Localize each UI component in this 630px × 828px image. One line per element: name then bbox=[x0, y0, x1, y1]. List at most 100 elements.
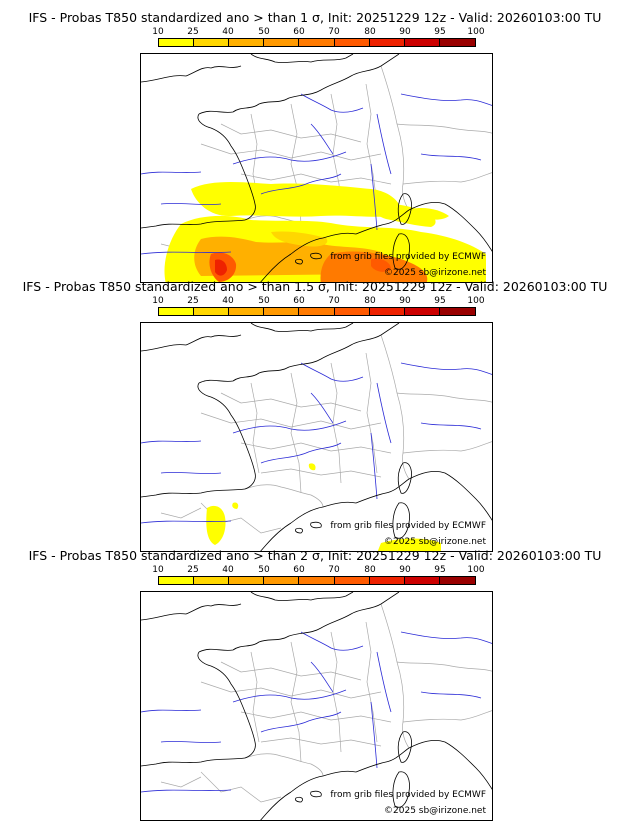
admin-border bbox=[290, 372, 302, 494]
coastline bbox=[197, 651, 256, 759]
colorbar-segment bbox=[439, 308, 475, 315]
map-panel-2: IFS - Probas T850 standardized ano > tha… bbox=[0, 279, 630, 552]
river bbox=[400, 362, 492, 375]
river bbox=[141, 789, 232, 793]
colorbar-segment bbox=[404, 39, 440, 46]
river bbox=[376, 651, 392, 713]
colorbar-segment bbox=[439, 577, 475, 584]
copyright-credit: ©2025 sb@irizone.net bbox=[384, 806, 486, 816]
admin-border bbox=[365, 352, 378, 474]
river bbox=[420, 153, 482, 161]
coastline bbox=[397, 193, 412, 225]
data-source-credit: from grib files provided by ECMWF bbox=[330, 521, 486, 531]
coastline bbox=[197, 113, 256, 221]
admin-border bbox=[250, 651, 260, 743]
colorbar-label: 100 bbox=[467, 565, 485, 575]
admin-border bbox=[160, 507, 202, 519]
coastline bbox=[141, 488, 246, 498]
admin-border bbox=[200, 771, 282, 803]
river bbox=[141, 709, 202, 713]
admin-border bbox=[365, 83, 378, 205]
admin-border bbox=[290, 641, 302, 763]
colorbar-segment bbox=[334, 577, 370, 584]
colorbar-segment bbox=[334, 308, 370, 315]
colorbar-segment bbox=[369, 577, 405, 584]
coastline bbox=[397, 462, 412, 494]
coastline bbox=[392, 233, 410, 270]
river bbox=[400, 93, 492, 106]
river bbox=[141, 171, 202, 175]
admin-border bbox=[200, 681, 382, 699]
colorbar bbox=[158, 307, 476, 316]
river bbox=[141, 520, 232, 524]
river bbox=[370, 163, 378, 231]
colorbar-segment bbox=[229, 39, 265, 46]
coastline bbox=[290, 747, 410, 793]
admin-border bbox=[380, 65, 410, 211]
colorbar-label: 95 bbox=[434, 296, 446, 306]
colorbar-label: 70 bbox=[328, 565, 340, 575]
river bbox=[141, 251, 232, 255]
river bbox=[300, 631, 364, 651]
coastline bbox=[198, 323, 400, 384]
colorbar-segment bbox=[229, 577, 265, 584]
colorbar-label: 50 bbox=[258, 296, 270, 306]
panel-title: IFS - Probas T850 standardized ano > tha… bbox=[22, 279, 608, 294]
admin-border bbox=[396, 392, 492, 403]
colorbar-segment bbox=[264, 308, 300, 315]
admin-border bbox=[402, 441, 492, 454]
coastline bbox=[141, 603, 242, 621]
data-source-credit: from grib files provided by ECMWF bbox=[330, 790, 486, 800]
admin-border bbox=[244, 753, 324, 777]
colorbar-label: 60 bbox=[293, 296, 305, 306]
colorbar-segment bbox=[299, 39, 335, 46]
copyright-credit: ©2025 sb@irizone.net bbox=[384, 537, 486, 547]
map-svg bbox=[141, 54, 492, 282]
colorbar-segment bbox=[159, 577, 195, 584]
admin-border bbox=[396, 123, 492, 134]
admin-border bbox=[402, 172, 492, 185]
probability-map: from grib files provided by ECMWF ©2025 … bbox=[140, 53, 493, 283]
colorbar bbox=[158, 576, 476, 585]
colorbar-segment bbox=[229, 308, 265, 315]
colorbar-label: 90 bbox=[399, 27, 411, 37]
coastline bbox=[310, 252, 322, 260]
colorbar-segment bbox=[369, 39, 405, 46]
river bbox=[376, 113, 392, 175]
coastline bbox=[141, 334, 242, 352]
colorbar-segment bbox=[159, 308, 195, 315]
river bbox=[370, 432, 378, 500]
colorbar-label: 80 bbox=[364, 27, 376, 37]
coastline bbox=[408, 202, 492, 252]
river bbox=[370, 701, 378, 769]
coastline bbox=[198, 592, 400, 653]
admin-border bbox=[365, 621, 378, 743]
colorbar-label: 60 bbox=[293, 27, 305, 37]
probability-map: from grib files provided by ECMWF ©2025 … bbox=[140, 322, 493, 552]
admin-border bbox=[220, 392, 362, 412]
coastline bbox=[141, 219, 246, 229]
coastline bbox=[408, 740, 492, 790]
colorbar-segment bbox=[194, 577, 230, 584]
coastline bbox=[250, 592, 354, 601]
river bbox=[420, 691, 482, 699]
river bbox=[232, 420, 347, 434]
admin-border bbox=[380, 334, 410, 480]
admin-border bbox=[220, 661, 362, 681]
coastline bbox=[260, 253, 292, 282]
coastline bbox=[197, 382, 256, 490]
coastline bbox=[310, 521, 322, 529]
colorbar-label: 50 bbox=[258, 565, 270, 575]
colorbar-segment bbox=[404, 308, 440, 315]
colorbar-labels: 10 25 40 50 60 70 80 90 95 100 bbox=[140, 27, 484, 37]
colorbar-label: 10 bbox=[152, 27, 164, 37]
river bbox=[420, 422, 482, 430]
admin-border bbox=[396, 661, 492, 672]
river bbox=[300, 93, 364, 113]
coastline bbox=[294, 796, 304, 803]
admin-border bbox=[200, 143, 382, 161]
colorbar-label: 90 bbox=[399, 565, 411, 575]
colorbar-label: 50 bbox=[258, 27, 270, 37]
probability-map: from grib files provided by ECMWF ©2025 … bbox=[140, 591, 493, 821]
colorbar-label: 10 bbox=[152, 565, 164, 575]
